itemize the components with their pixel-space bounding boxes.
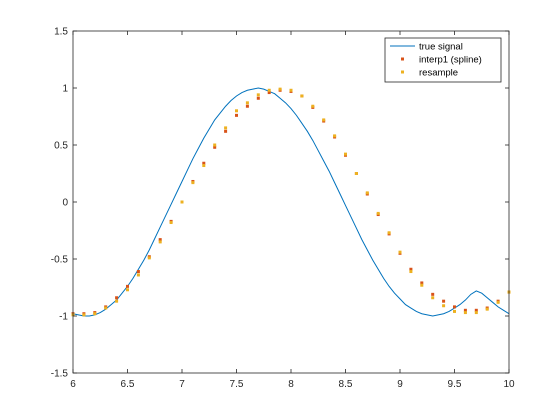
spline-point: [431, 292, 435, 296]
resample-point: [474, 311, 478, 315]
resample-point: [278, 87, 282, 91]
resample-point: [300, 94, 304, 98]
resample-point: [115, 299, 119, 303]
resample-point: [376, 211, 380, 215]
x-tick-label: 7.5: [230, 379, 244, 390]
resample-point: [82, 313, 86, 317]
resample-point: [496, 300, 500, 304]
axes-background: [73, 31, 509, 373]
legend-label: interp1 (spline): [419, 55, 482, 66]
spline-point: [136, 270, 140, 274]
x-tick-label: 7: [179, 379, 185, 390]
resample-point: [420, 283, 424, 287]
resample-point: [333, 134, 337, 138]
legend-swatch-point: [401, 70, 404, 74]
spline-point: [115, 296, 119, 300]
resample-point: [180, 200, 184, 204]
spline-point: [474, 308, 478, 312]
legend-box: [384, 37, 502, 83]
resample-point: [93, 312, 97, 316]
resample-point: [256, 93, 260, 97]
spline-point: [224, 129, 228, 133]
spline-point: [420, 281, 424, 285]
spline-point: [245, 104, 249, 108]
spline-point: [213, 145, 217, 149]
series-line-true-signal: [72, 87, 510, 317]
resample-point: [224, 126, 228, 130]
x-tick-label: 6.5: [121, 379, 135, 390]
y-tick-label: 1: [62, 84, 68, 95]
resample-point: [169, 221, 173, 225]
legend-items: true signal interp1 (spline) resample: [390, 42, 482, 79]
resample-point: [398, 250, 402, 254]
resample-point: [344, 152, 347, 156]
resample-point: [387, 231, 391, 235]
resample-point: [365, 191, 369, 195]
ticks-layer: [72, 30, 510, 374]
resample-point: [322, 118, 326, 122]
resample-point: [158, 240, 162, 244]
resample-point: [311, 104, 315, 108]
x-tick-label: 10: [503, 379, 515, 390]
resample-point: [147, 256, 151, 260]
resample-point: [485, 307, 489, 311]
resample-point: [213, 143, 217, 147]
spline-point: [442, 299, 446, 303]
resample-point: [289, 88, 293, 92]
resample-point: [235, 109, 238, 113]
spline-point: [126, 284, 129, 288]
spline-point: [453, 305, 456, 309]
spline-point: [409, 267, 413, 271]
legend-label: resample: [419, 68, 458, 79]
x-tick-label: 9: [397, 379, 403, 390]
spline-point: [463, 308, 467, 312]
legend-swatch-point: [401, 57, 404, 61]
resample-point: [354, 172, 358, 175]
resample-point: [191, 181, 195, 185]
series-layer: [71, 87, 511, 317]
resample-point: [126, 288, 129, 292]
legend: true signal interp1 (spline) resample: [384, 37, 502, 83]
legend-label: true signal: [419, 42, 463, 53]
spline-point: [256, 96, 260, 100]
y-tick-label: -0.5: [51, 255, 69, 266]
spline-point: [158, 238, 162, 242]
spline-point: [267, 91, 271, 95]
x-tick-label: 9.5: [448, 379, 462, 390]
spline-point: [235, 113, 238, 117]
resample-point: [245, 101, 249, 105]
resample-point: [431, 296, 435, 300]
y-tick-label: -1.5: [51, 369, 69, 380]
y-tick-label: 0.5: [54, 141, 68, 152]
resample-point: [442, 304, 446, 308]
x-tick-label: 6: [70, 379, 76, 390]
tick-labels-layer: 6 6.5 7 7.5 8 8.5 9 9.5 10 1.5 1 0.5 0 -0.5 -1 -1.5: [51, 27, 515, 391]
resample-point: [453, 309, 456, 313]
resample-point: [463, 311, 467, 315]
resample-point: [267, 88, 271, 92]
resample-point: [104, 306, 108, 310]
plot-area: 6 6.5 7 7.5 8 8.5 9 9.5 10 1.5 1 0.5 0 -0.5 -1 -1.5: [51, 27, 515, 391]
resample-point: [202, 164, 206, 168]
spline-point: [202, 161, 206, 165]
y-tick-label: 1.5: [54, 27, 68, 38]
y-tick-label: 0: [62, 198, 68, 209]
x-tick-label: 8.5: [339, 379, 353, 390]
y-tick-label: -1: [59, 312, 68, 323]
resample-point: [409, 270, 413, 274]
resample-point: [136, 273, 140, 277]
x-tick-label: 8: [288, 379, 294, 390]
